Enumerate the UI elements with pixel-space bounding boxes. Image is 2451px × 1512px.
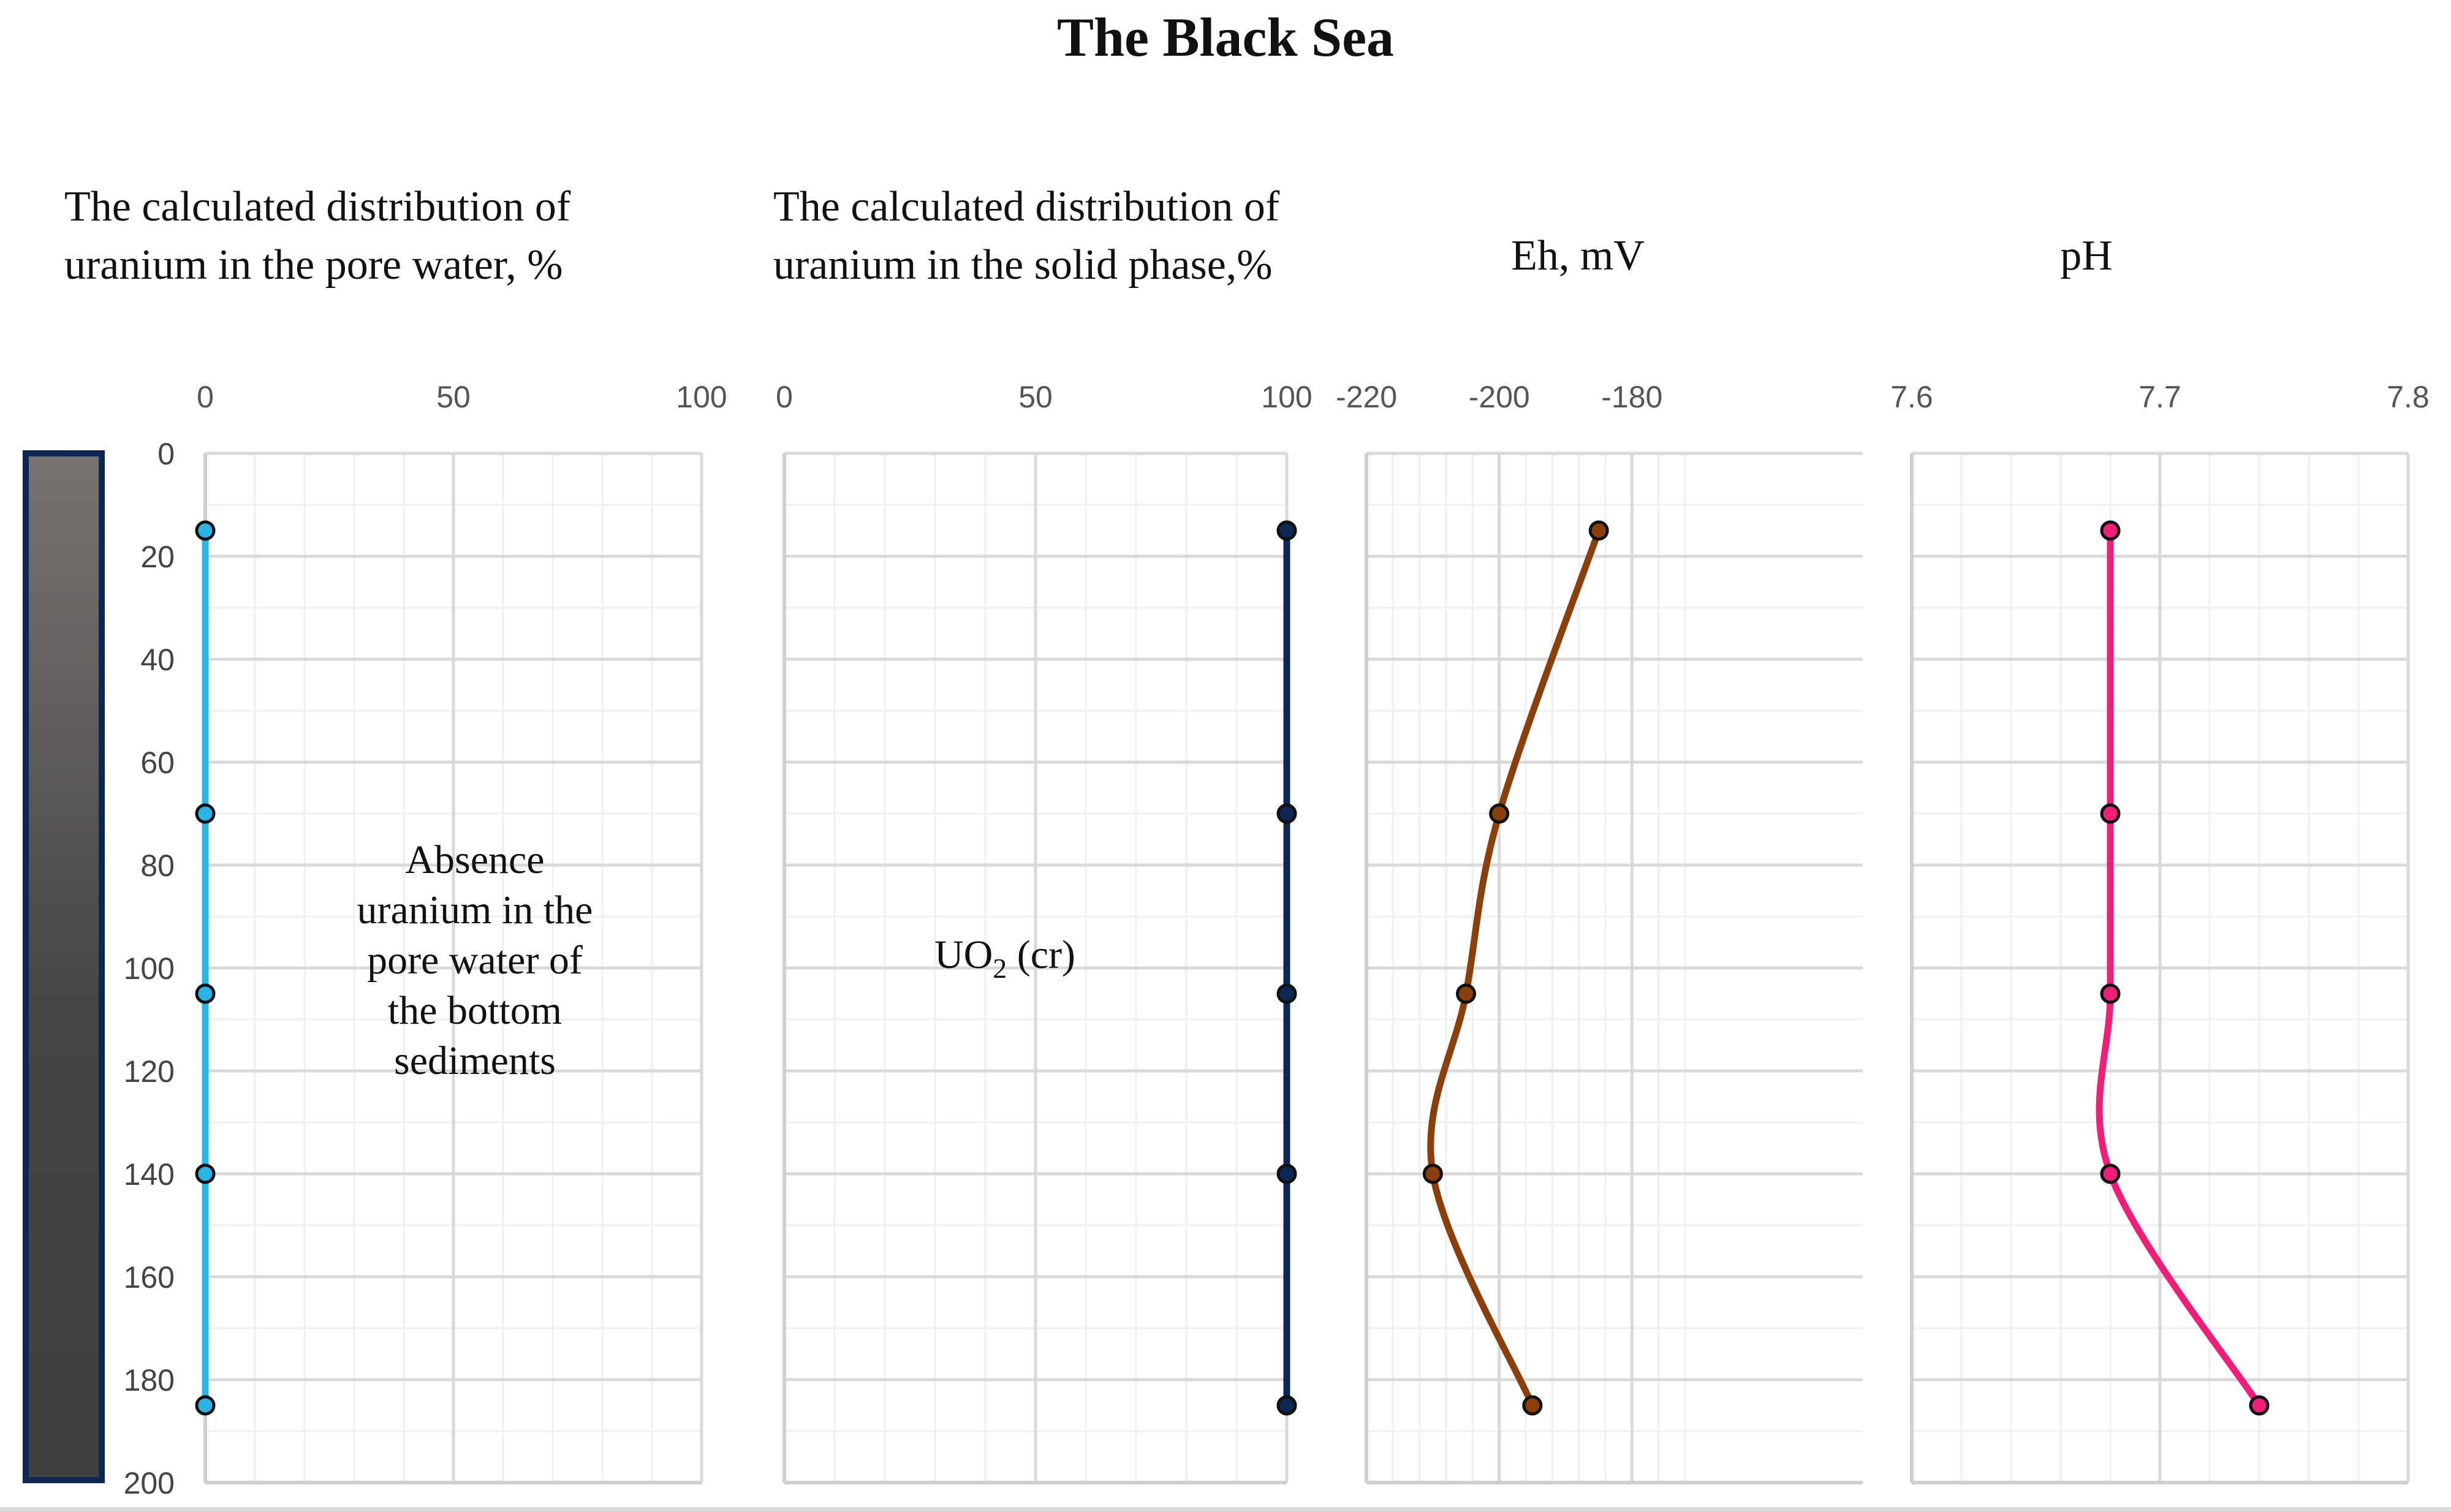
x-tick-label: 0 bbox=[197, 380, 214, 414]
y-tick-label: 20 bbox=[140, 540, 175, 574]
panel-title: pH bbox=[2060, 232, 2113, 279]
x-tick-label: 7.8 bbox=[2387, 380, 2430, 414]
data-point bbox=[1276, 803, 1297, 824]
y-tick-label: 100 bbox=[124, 951, 175, 986]
x-tick-label: 7.7 bbox=[2138, 380, 2181, 414]
data-point bbox=[1276, 1163, 1297, 1184]
annotation-uo2: UO2 (cr) bbox=[934, 932, 1075, 984]
annotation-line: sediments bbox=[394, 1038, 556, 1083]
y-tick-label: 140 bbox=[124, 1157, 175, 1192]
panel-title: uranium in the pore water, % bbox=[64, 241, 563, 289]
y-tick-label: 40 bbox=[140, 643, 175, 677]
x-tick-label: -200 bbox=[1469, 380, 1530, 414]
panel-ph: 7.6 7.7 7.8 pH bbox=[1890, 232, 2430, 1484]
data-point bbox=[1456, 983, 1476, 1004]
y-tick-label: 200 bbox=[124, 1466, 175, 1500]
data-point bbox=[1276, 520, 1297, 541]
y-tick-label: 120 bbox=[124, 1054, 175, 1089]
y-tick-label: 160 bbox=[124, 1260, 175, 1295]
panel-title: Eh, mV bbox=[1511, 232, 1645, 279]
data-point bbox=[195, 803, 216, 824]
data-point bbox=[2100, 803, 2121, 824]
data-point bbox=[1588, 520, 1609, 541]
panel-eh: -220 -200 -180 Eh, mV bbox=[1336, 232, 1863, 1484]
x-tick-label: 0 bbox=[776, 380, 793, 414]
y-tick-label: 180 bbox=[124, 1363, 175, 1397]
annotation-line: pore water of bbox=[367, 938, 583, 983]
data-point bbox=[2100, 1163, 2121, 1184]
data-point bbox=[2249, 1395, 2270, 1416]
y-tick-label: 0 bbox=[157, 437, 175, 471]
chart-title: The Black Sea bbox=[1056, 7, 1395, 68]
data-point bbox=[1276, 1395, 1297, 1416]
data-point bbox=[1422, 1163, 1443, 1184]
x-tick-label: -180 bbox=[1601, 380, 1662, 414]
data-point bbox=[195, 1163, 216, 1184]
panel-title: uranium in the solid phase,% bbox=[773, 241, 1273, 289]
data-point bbox=[1489, 803, 1510, 824]
data-point bbox=[1522, 1395, 1543, 1416]
panel-title: The calculated distribution of bbox=[64, 183, 571, 230]
data-point bbox=[195, 983, 216, 1004]
y-tick-label: 60 bbox=[140, 746, 175, 780]
sediment-core-column bbox=[23, 450, 105, 1483]
annotation-tail: (cr) bbox=[1007, 932, 1075, 977]
y-tick-label: 80 bbox=[140, 849, 175, 883]
data-point bbox=[2100, 983, 2121, 1004]
data-point bbox=[2100, 520, 2121, 541]
panel-title: The calculated distribution of bbox=[773, 183, 1280, 230]
panel-pore: 0 50 100 The calculated distribution of uran… bbox=[64, 183, 727, 1484]
x-tick-label: 100 bbox=[676, 380, 727, 414]
x-tick-label: 7.6 bbox=[1890, 380, 1933, 414]
data-point bbox=[1276, 983, 1297, 1004]
x-tick-label: 100 bbox=[1261, 380, 1312, 414]
annotation-subscript: 2 bbox=[993, 953, 1007, 984]
annotation-main: UO bbox=[934, 932, 993, 977]
x-tick-label: 50 bbox=[436, 380, 471, 414]
annotation-line: Absence bbox=[405, 837, 544, 882]
x-tick-label: 50 bbox=[1018, 380, 1053, 414]
x-tick-label: -220 bbox=[1336, 380, 1397, 414]
panel-solid: 0 50 100 The calculated distribution of uran… bbox=[773, 183, 1313, 1484]
bottom-rule bbox=[0, 1507, 2451, 1512]
data-point bbox=[195, 520, 216, 541]
data-point bbox=[195, 1395, 216, 1416]
annotation-line: uranium in the bbox=[357, 888, 593, 932]
annotation-line: the bottom bbox=[388, 988, 562, 1033]
